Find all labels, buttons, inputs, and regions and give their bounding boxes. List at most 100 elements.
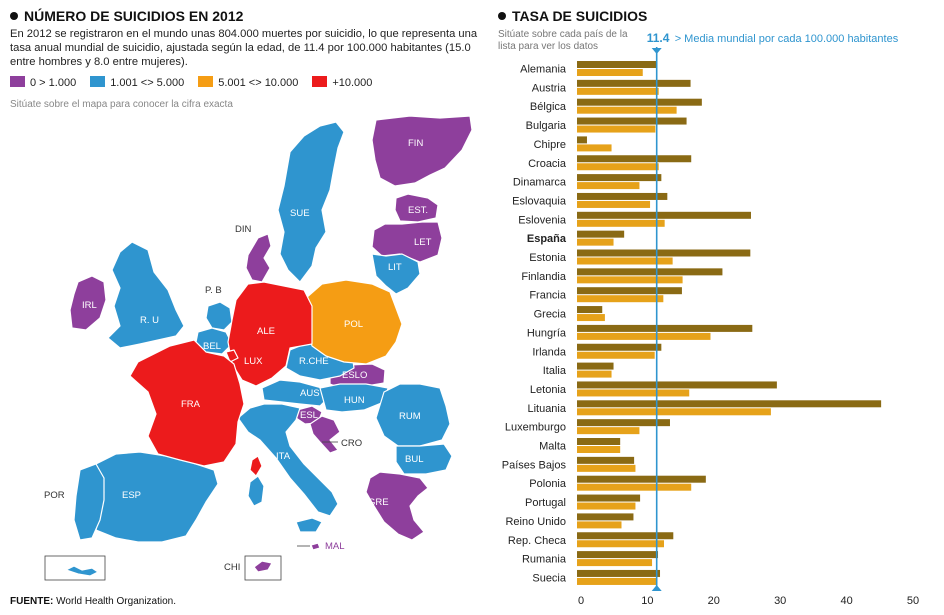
bar-series-b[interactable]: [577, 351, 655, 359]
country-rum[interactable]: [375, 383, 451, 447]
country-lux[interactable]: [225, 349, 239, 363]
bar-series-b[interactable]: [577, 125, 656, 133]
country-fra[interactable]: [129, 339, 245, 467]
bar-series-b[interactable]: [577, 446, 621, 453]
category-label[interactable]: Bulgaria: [526, 120, 567, 132]
bar-series-b[interactable]: [577, 521, 622, 529]
bar-series-b[interactable]: [577, 69, 643, 76]
bar-series-b[interactable]: [577, 370, 612, 378]
country-ita-sardinia[interactable]: [247, 475, 265, 507]
bar-series-b[interactable]: [577, 464, 636, 472]
bar-series-a[interactable]: [577, 306, 603, 314]
bar-series-b[interactable]: [577, 276, 683, 284]
bar-series-a[interactable]: [577, 494, 641, 502]
country-canarias[interactable]: [65, 565, 99, 577]
bar-series-a[interactable]: [577, 98, 702, 106]
category-label[interactable]: España: [527, 233, 567, 245]
country-gre[interactable]: [365, 471, 429, 541]
country-lit[interactable]: [371, 253, 421, 295]
bar-series-a[interactable]: [577, 400, 882, 408]
category-label[interactable]: Rumania: [522, 554, 567, 566]
bar-series-a[interactable]: [577, 249, 751, 257]
country-por[interactable]: [73, 463, 105, 541]
category-label[interactable]: Finlandia: [521, 271, 567, 283]
country-cro[interactable]: [309, 415, 341, 454]
bar-series-a[interactable]: [577, 136, 587, 144]
country-ita[interactable]: [237, 403, 339, 517]
bar-series-a[interactable]: [577, 513, 634, 521]
country-hun[interactable]: [319, 383, 389, 413]
bar-series-b[interactable]: [577, 257, 673, 265]
category-label[interactable]: Italia: [543, 365, 567, 377]
category-label[interactable]: Alemania: [520, 64, 567, 76]
country-din[interactable]: [245, 233, 272, 283]
bar-series-b[interactable]: [577, 502, 636, 510]
category-label[interactable]: Rep. Checa: [508, 535, 567, 547]
bar-series-b[interactable]: [577, 219, 665, 227]
category-label[interactable]: Francia: [529, 290, 567, 302]
category-label[interactable]: Estonia: [529, 252, 567, 264]
bar-series-a[interactable]: [577, 155, 692, 163]
country-irl[interactable]: [69, 275, 107, 331]
bar-series-a[interactable]: [577, 532, 674, 540]
country-bul[interactable]: [395, 443, 453, 475]
bar-series-b[interactable]: [577, 144, 612, 152]
bar-series-a[interactable]: [577, 456, 635, 464]
category-label[interactable]: Países Bajos: [502, 459, 567, 471]
category-label[interactable]: Luxemburgo: [505, 422, 566, 434]
country-sue[interactable]: [277, 121, 345, 283]
country-let[interactable]: [371, 221, 443, 263]
country-ru[interactable]: [107, 241, 185, 349]
bar-series-a[interactable]: [577, 569, 661, 577]
category-label[interactable]: Croacia: [528, 158, 567, 170]
category-label[interactable]: Polonia: [529, 478, 567, 490]
bar-series-b[interactable]: [577, 559, 653, 567]
bar-series-b[interactable]: [577, 295, 664, 303]
bar-series-b[interactable]: [577, 427, 640, 435]
category-label[interactable]: Bélgica: [530, 101, 567, 113]
bar-series-b[interactable]: [577, 389, 690, 397]
country-est[interactable]: [394, 193, 439, 223]
category-label[interactable]: Reino Unido: [505, 516, 566, 528]
country-pb[interactable]: [205, 301, 233, 331]
bar-series-a[interactable]: [577, 324, 753, 332]
country-corsica[interactable]: [249, 455, 263, 477]
bar-series-b[interactable]: [577, 182, 640, 190]
category-label[interactable]: Eslovenia: [518, 214, 567, 226]
bar-series-b[interactable]: [577, 408, 771, 416]
bar-series-b[interactable]: [577, 163, 659, 171]
bar-series-a[interactable]: [577, 362, 614, 370]
country-aus[interactable]: [261, 379, 331, 407]
bar-series-a[interactable]: [577, 79, 691, 87]
bar-series-a[interactable]: [577, 192, 668, 200]
country-fin[interactable]: [371, 115, 473, 187]
bar-series-a[interactable]: [577, 61, 658, 68]
category-label[interactable]: Austria: [532, 82, 567, 94]
category-label[interactable]: Irlanda: [532, 346, 567, 358]
bar-series-a[interactable]: [577, 230, 625, 238]
bar-series-a[interactable]: [577, 174, 662, 182]
bar-series-b[interactable]: [577, 314, 605, 322]
country-ale[interactable]: [227, 281, 313, 387]
country-mal[interactable]: [310, 542, 321, 551]
country-ita-sicily[interactable]: [295, 517, 323, 533]
bar-series-b[interactable]: [577, 332, 711, 340]
bar-series-a[interactable]: [577, 419, 670, 427]
bar-series-b[interactable]: [577, 87, 659, 95]
country-chi[interactable]: [253, 560, 273, 573]
category-label[interactable]: Portugal: [525, 497, 566, 509]
bar-series-a[interactable]: [577, 438, 621, 445]
bar-series-b[interactable]: [577, 483, 692, 491]
bar-series-b[interactable]: [577, 200, 651, 208]
category-label[interactable]: Letonia: [530, 384, 567, 396]
bar-series-a[interactable]: [577, 381, 777, 389]
bar-series-a[interactable]: [577, 475, 706, 483]
category-label[interactable]: Malta: [539, 441, 567, 453]
category-label[interactable]: Dinamarca: [513, 177, 567, 189]
bar-series-a[interactable]: [577, 117, 687, 125]
bar-series-a[interactable]: [577, 343, 662, 351]
bar-series-a[interactable]: [577, 551, 659, 559]
category-label[interactable]: Chipre: [534, 139, 566, 151]
bar-series-a[interactable]: [577, 287, 682, 295]
